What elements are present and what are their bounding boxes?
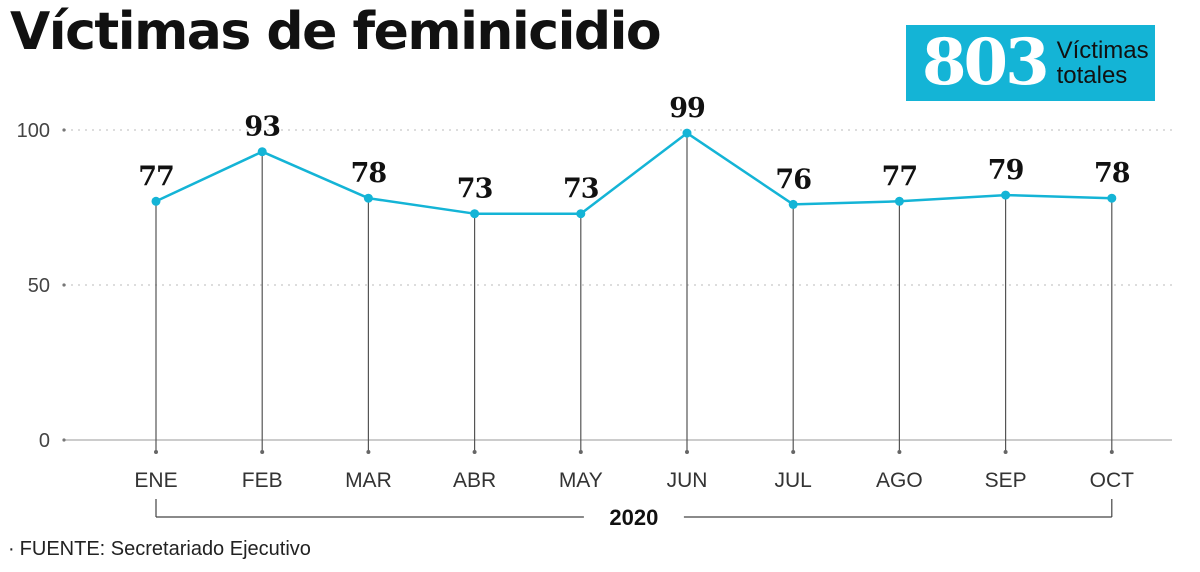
x-tick-label-feb: FEB xyxy=(242,469,283,492)
data-label-jun: 99 xyxy=(669,93,705,124)
stem-end-oct xyxy=(1109,450,1114,454)
x-tick-label-jul: JUL xyxy=(775,469,812,492)
stem-end-sep xyxy=(1003,450,1008,454)
x-tick-label-ene: ENE xyxy=(134,469,177,492)
y-tick-label-100: 100 xyxy=(17,120,50,142)
stem-end-mar xyxy=(366,450,371,454)
x-tick-label-sep: SEP xyxy=(985,469,1027,492)
data-point-feb xyxy=(257,147,267,157)
total-victims-label: Víctimas totales xyxy=(1056,36,1149,89)
stem-end-ago xyxy=(897,450,902,454)
data-point-oct xyxy=(1107,193,1117,203)
source-note: · FUENTE: Secretariado Ejecutivo xyxy=(8,538,311,561)
x-tick-label-abr: ABR xyxy=(453,469,496,492)
stem-end-abr xyxy=(472,450,477,454)
data-point-may xyxy=(576,209,586,219)
source-text: FUENTE: Secretariado Ejecutivo xyxy=(19,538,311,560)
data-label-oct: 78 xyxy=(1094,158,1130,189)
source-bullet: · xyxy=(8,538,15,560)
year-group-label: 2020 xyxy=(609,505,658,530)
data-label-may: 73 xyxy=(563,174,599,205)
data-label-ago: 77 xyxy=(882,161,918,192)
stem-end-jun xyxy=(685,450,689,454)
data-point-abr xyxy=(470,209,480,219)
data-point-mar xyxy=(363,193,373,203)
total-victims-box: 803 Víctimas totales xyxy=(906,25,1155,101)
data-label-abr: 73 xyxy=(457,174,493,205)
line-chart: 0 50 100 ENE FEB MAR ABR MAY JUN JUL AGO SEP OCT 77 93… xyxy=(17,93,1172,530)
x-tick-label-ago: AGO xyxy=(876,469,923,492)
y-tick-label-50: 50 xyxy=(28,275,50,297)
x-tick-label-oct: OCT xyxy=(1090,469,1135,492)
stem-end-ene xyxy=(154,450,158,454)
y-tick-dot-50 xyxy=(62,283,66,287)
x-tick-label-jun: JUN xyxy=(667,469,708,492)
data-label-jul: 76 xyxy=(775,164,811,195)
stem-end-may xyxy=(578,450,583,454)
data-point-sep xyxy=(1001,190,1011,200)
data-point-ene xyxy=(151,196,161,206)
y-tick-dot-0 xyxy=(62,438,66,442)
data-point-jul xyxy=(788,199,798,209)
y-tick-dot-100 xyxy=(62,128,66,132)
y-tick-label-0: 0 xyxy=(39,430,50,452)
x-tick-label-mar: MAR xyxy=(345,469,392,492)
data-label-ene: 77 xyxy=(138,161,174,192)
data-label-sep: 79 xyxy=(988,155,1024,186)
data-point-jun xyxy=(682,128,692,138)
total-victims-number: 803 xyxy=(922,25,1050,100)
stem-end-jul xyxy=(791,450,796,454)
data-label-feb: 93 xyxy=(244,112,280,143)
data-label-mar: 78 xyxy=(351,158,387,189)
stem-end-feb xyxy=(260,450,265,454)
chart-title: Víctimas de feminicidio xyxy=(10,2,662,62)
series-line xyxy=(155,131,1112,215)
data-point-ago xyxy=(894,196,904,206)
x-tick-label-may: MAY xyxy=(559,469,603,492)
